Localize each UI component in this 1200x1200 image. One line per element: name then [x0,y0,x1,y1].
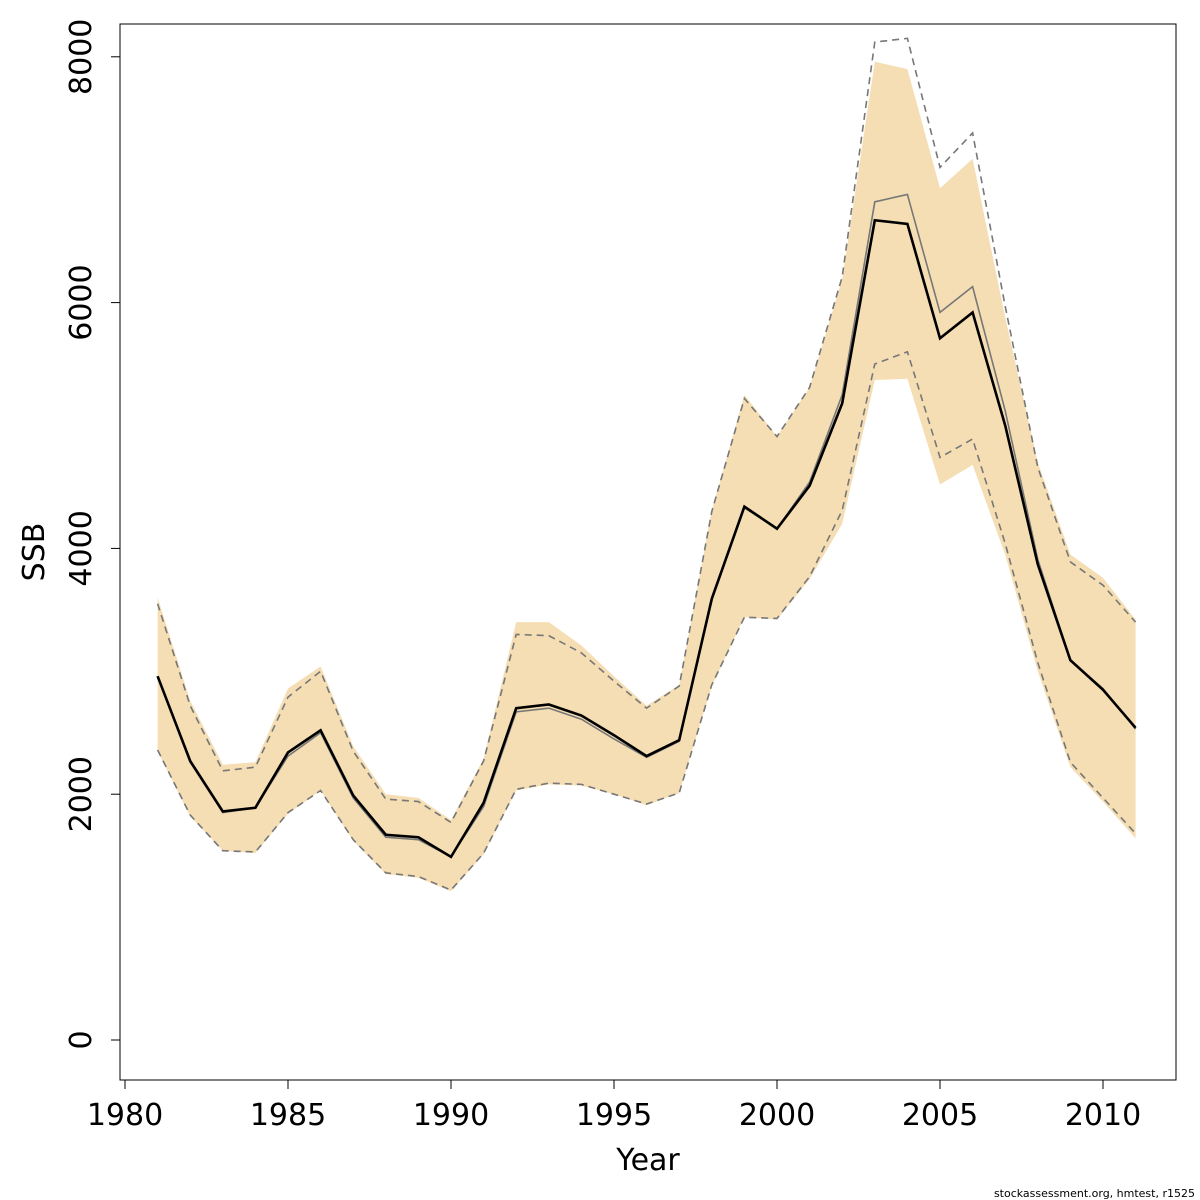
lower-dashed-line [156,350,1137,892]
x-tick-label: 1995 [576,1098,652,1133]
x-tick-label: 1980 [87,1098,163,1133]
x-tick-label: 1990 [413,1098,489,1133]
y-tick-label: 0 [64,1030,99,1049]
y-tick-label: 6000 [64,264,99,340]
x-tick-label: 2010 [1065,1098,1141,1133]
x-axis-title: Year [615,1143,680,1178]
x-axis: 1980 1985 1990 1995 2000 2005 2010 [87,1079,1141,1133]
x-tick-label: 2000 [739,1098,815,1133]
confidence-band [157,61,1136,892]
footer-credit: stockassessment.org, hmtest, r1525 [994,1187,1195,1200]
ssb-estimate-line [156,218,1137,859]
x-tick-label: 2005 [902,1098,978,1133]
y-tick-label: 4000 [64,510,99,586]
y-axis-title: SSB [17,523,52,582]
y-tick-label: 8000 [64,19,99,95]
plot-area [156,37,1137,892]
upper-dashed-line [156,37,1137,824]
y-axis: 0 2000 4000 6000 8000 [64,19,121,1050]
y-tick-label: 2000 [64,756,99,832]
x-tick-label: 1985 [250,1098,326,1133]
